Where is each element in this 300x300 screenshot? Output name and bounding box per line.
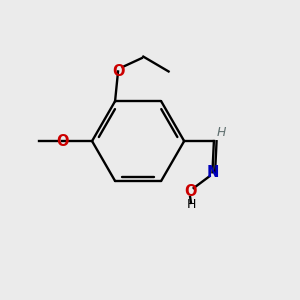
Text: N: N (206, 165, 219, 180)
Text: O: O (112, 64, 124, 79)
Text: O: O (184, 184, 197, 199)
Text: H: H (187, 199, 196, 212)
Text: H: H (217, 126, 226, 139)
Text: O: O (56, 134, 69, 148)
